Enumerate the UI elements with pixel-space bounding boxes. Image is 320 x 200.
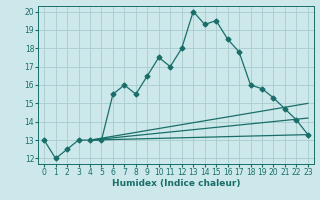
X-axis label: Humidex (Indice chaleur): Humidex (Indice chaleur) [112, 179, 240, 188]
